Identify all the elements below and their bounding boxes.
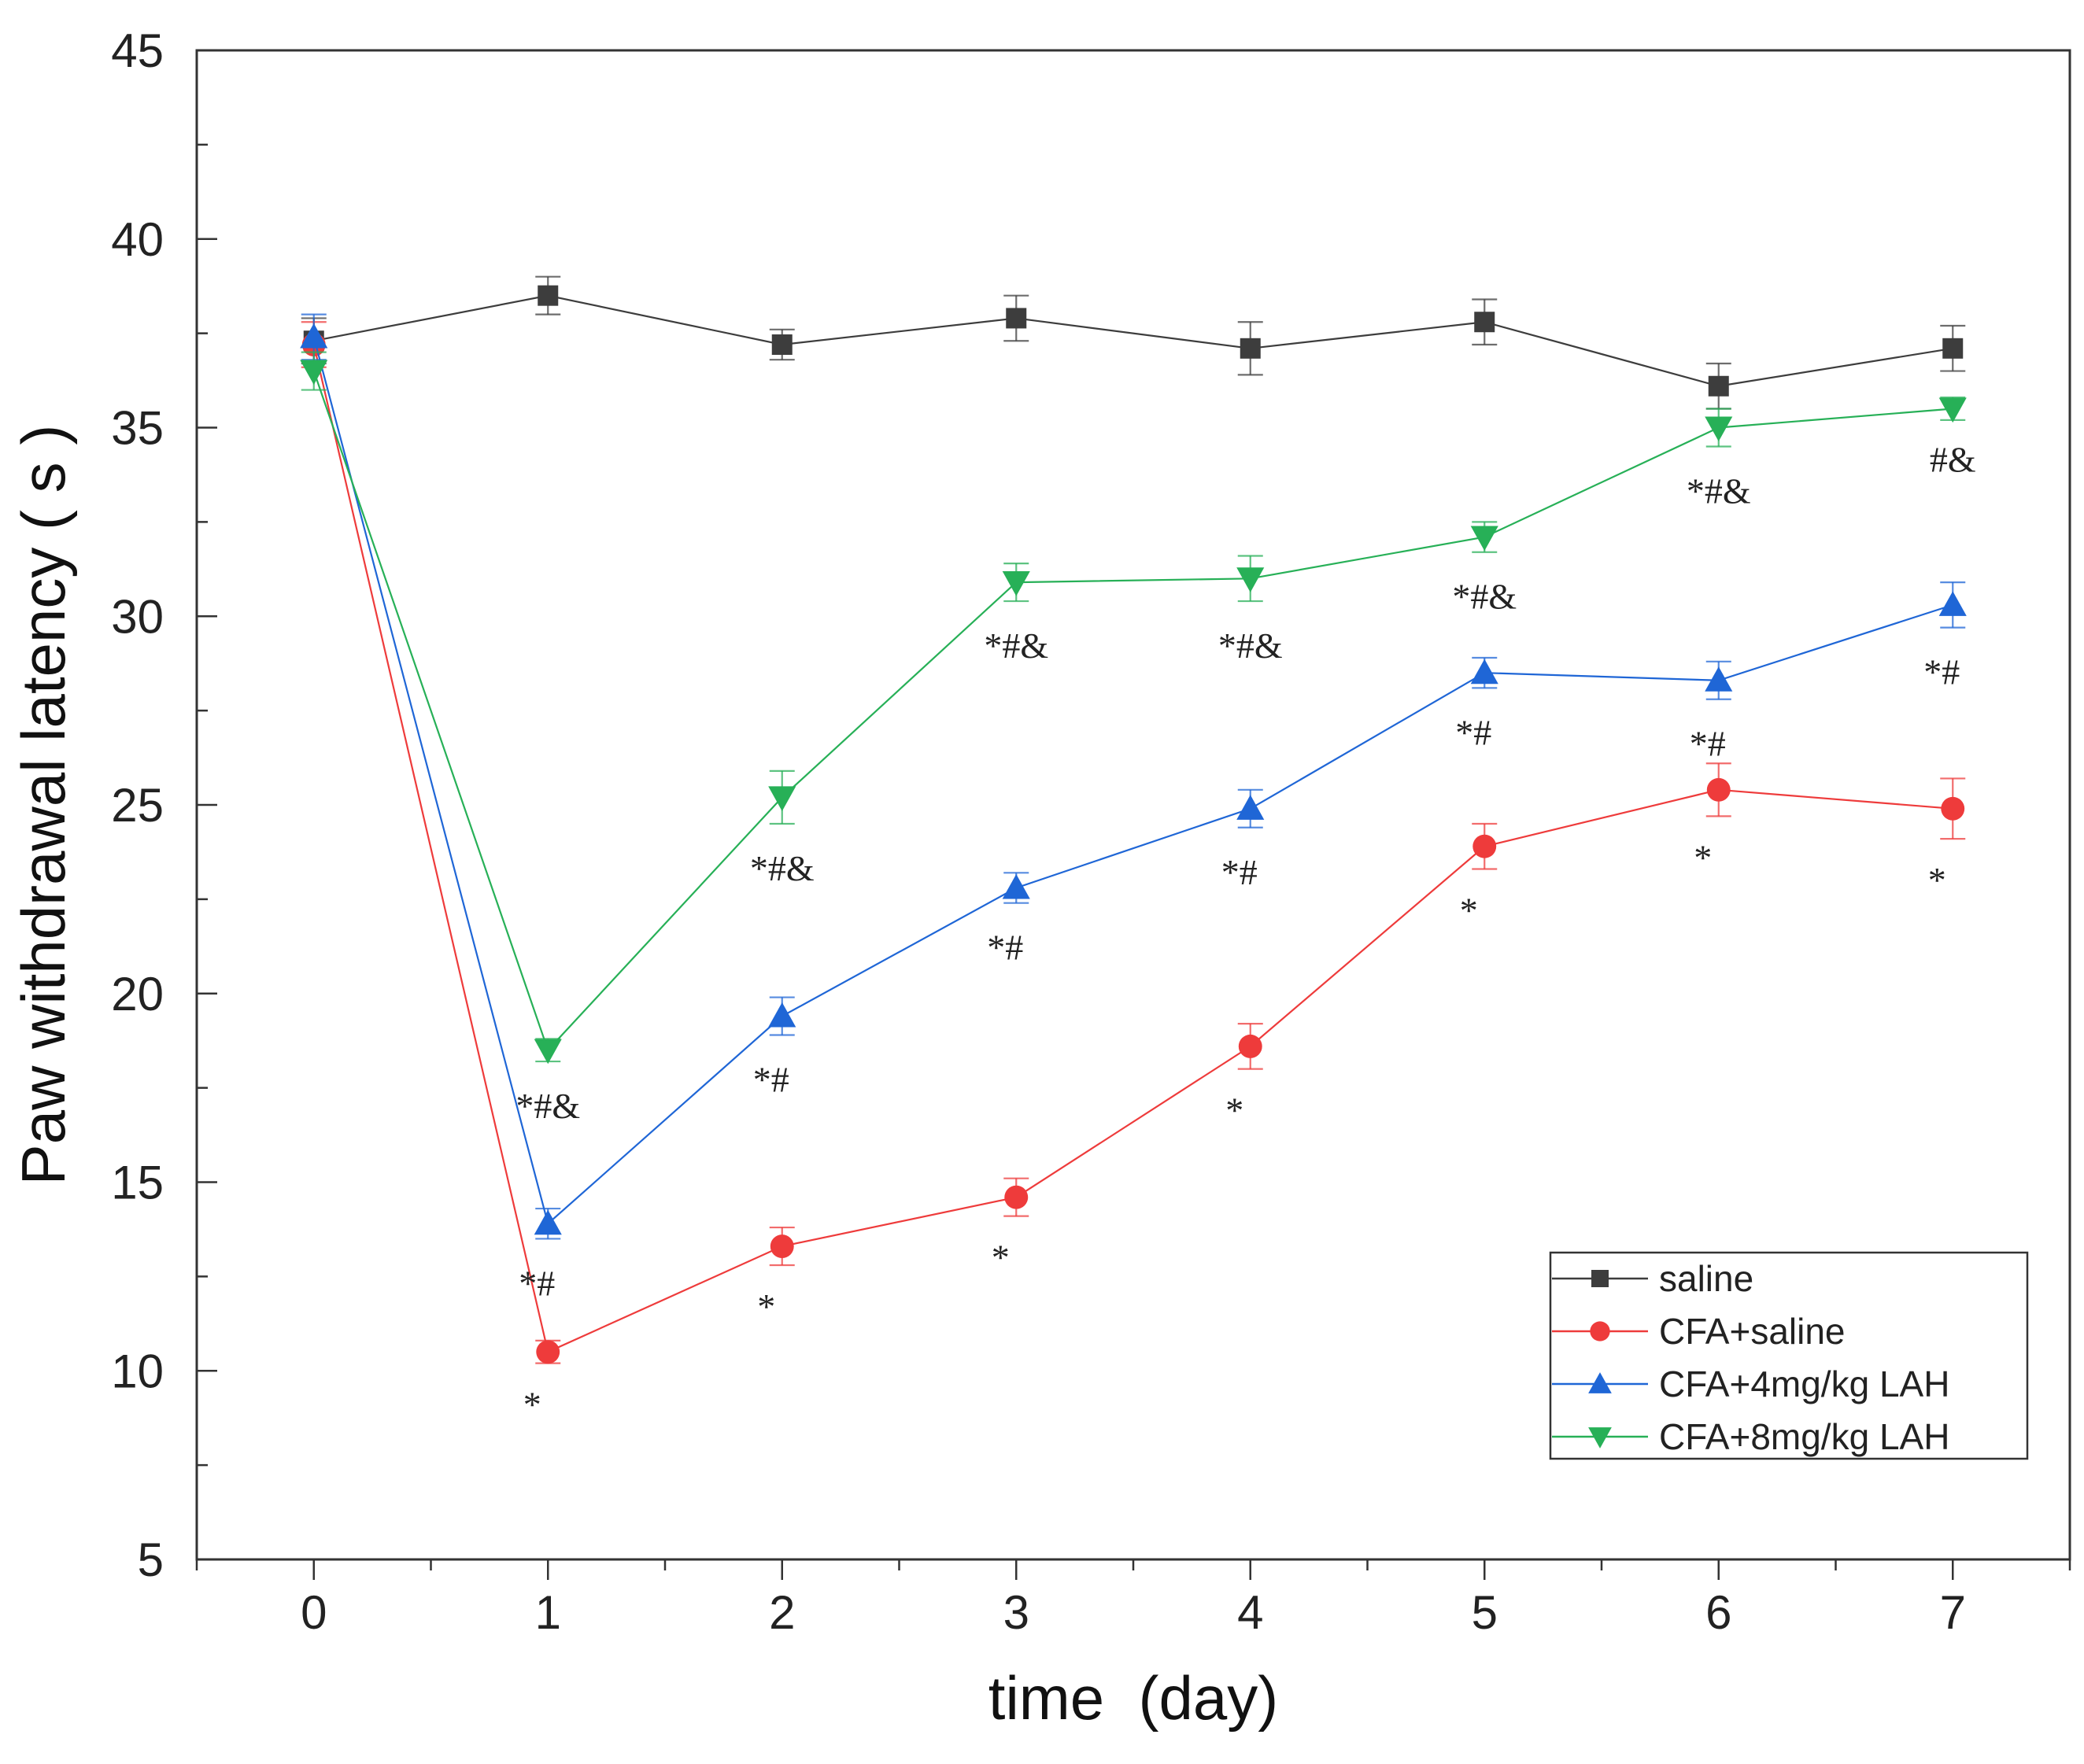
legend-marker bbox=[1588, 1372, 1612, 1393]
data-point bbox=[1002, 571, 1030, 596]
x-tick-label: 6 bbox=[1705, 1586, 1731, 1639]
significance-annotation: *# bbox=[519, 1263, 555, 1303]
data-point bbox=[1470, 526, 1498, 552]
data-point bbox=[768, 786, 796, 811]
significance-annotation: *#& bbox=[750, 848, 815, 888]
data-point bbox=[1236, 795, 1265, 820]
series-3 bbox=[300, 351, 1967, 1065]
series-line bbox=[312, 371, 1953, 1052]
significance-annotation: * bbox=[992, 1238, 1010, 1278]
series-line bbox=[312, 344, 1953, 1353]
significance-annotation: *# bbox=[987, 928, 1023, 968]
significance-annotation: * bbox=[1928, 860, 1946, 900]
x-tick-label: 5 bbox=[1472, 1586, 1498, 1639]
data-point bbox=[1941, 796, 1965, 821]
significance-annotation: * bbox=[1225, 1091, 1243, 1131]
series-line bbox=[312, 337, 1953, 1226]
data-point bbox=[770, 1234, 794, 1258]
data-point bbox=[300, 323, 328, 349]
significance-annotation: * bbox=[1694, 837, 1712, 877]
data-point bbox=[534, 1039, 562, 1065]
significance-annotation: * bbox=[1460, 891, 1478, 931]
y-tick-label: 35 bbox=[111, 402, 164, 455]
data-point bbox=[1002, 873, 1030, 899]
legend-entry: CFA+4mg/kg LAH bbox=[1552, 1364, 1949, 1404]
y-tick-label: 40 bbox=[111, 213, 164, 266]
data-point bbox=[536, 1340, 560, 1364]
data-point bbox=[1705, 416, 1733, 442]
significance-annotation: *#& bbox=[984, 626, 1048, 666]
significance-annotation: *# bbox=[1923, 652, 1960, 692]
data-point bbox=[1472, 834, 1497, 858]
x-axis-title: time (day) bbox=[988, 1663, 1278, 1733]
legend-label: saline bbox=[1659, 1258, 1753, 1299]
legend-box bbox=[1549, 1251, 2029, 1460]
data-point bbox=[534, 1209, 562, 1235]
significance-annotation: * bbox=[757, 1286, 775, 1327]
significance-annotation: *# bbox=[753, 1059, 789, 1099]
legend-marker bbox=[1590, 1321, 1610, 1341]
data-point bbox=[1004, 1185, 1029, 1209]
legend-entry: CFA+saline bbox=[1552, 1311, 1846, 1352]
data-point bbox=[1706, 777, 1731, 802]
data-point bbox=[1938, 591, 1967, 616]
series-1 bbox=[301, 321, 1966, 1364]
significance-annotation: * bbox=[523, 1385, 541, 1425]
legend-label: CFA+8mg/kg LAH bbox=[1659, 1416, 1949, 1457]
x-tick-label: 4 bbox=[1237, 1586, 1263, 1639]
legend-marker bbox=[1588, 1427, 1612, 1448]
legend-marker bbox=[1591, 1270, 1609, 1287]
x-tick-label: 0 bbox=[301, 1586, 327, 1639]
y-tick-label: 15 bbox=[111, 1157, 164, 1209]
data-point bbox=[768, 1002, 796, 1028]
data-point bbox=[1236, 567, 1265, 592]
legend-label: CFA+4mg/kg LAH bbox=[1659, 1364, 1949, 1404]
series-layer bbox=[300, 275, 1967, 1364]
significance-annotation: *#& bbox=[1687, 471, 1751, 511]
data-point bbox=[1006, 308, 1027, 329]
data-point bbox=[1705, 666, 1733, 692]
legend: saline CFA+saline CFA+4mg/kg LAH CFA+8mg/kg… bbox=[1549, 1251, 2029, 1460]
significance-annotation: *# bbox=[1221, 852, 1258, 892]
x-tick-label: 1 bbox=[535, 1586, 561, 1639]
data-point bbox=[300, 360, 328, 386]
y-tick-label: 20 bbox=[111, 968, 164, 1020]
significance-annotation: *#& bbox=[1218, 626, 1283, 666]
x-tick-label: 7 bbox=[1940, 1586, 1966, 1639]
legend-entry: CFA+8mg/kg LAH bbox=[1552, 1416, 1949, 1457]
annotation-layer: * * * * * * * *# *# *# *# *# *# *# *#& *#& *#& *#& *#& *#& #… bbox=[515, 440, 1975, 1425]
series-line bbox=[313, 294, 1953, 387]
data-point bbox=[1240, 338, 1261, 359]
significance-annotation: *# bbox=[1690, 724, 1726, 764]
y-tick-label: 10 bbox=[111, 1345, 164, 1397]
data-point bbox=[1938, 397, 1967, 423]
y-axis-title: Paw withdrawal latency ( s ) bbox=[9, 425, 78, 1186]
series-2 bbox=[300, 313, 1967, 1240]
significance-annotation: *#& bbox=[1452, 577, 1517, 617]
x-tick-label: 3 bbox=[1003, 1586, 1029, 1639]
data-point bbox=[1474, 312, 1495, 333]
x-tick-label: 2 bbox=[769, 1586, 795, 1639]
y-tick-label: 25 bbox=[111, 779, 164, 832]
significance-annotation: *# bbox=[1455, 712, 1491, 752]
legend-entry: saline bbox=[1552, 1258, 1753, 1299]
series-0 bbox=[301, 275, 1966, 410]
data-point bbox=[1942, 338, 1964, 359]
data-point bbox=[771, 334, 793, 356]
data-point bbox=[1470, 659, 1498, 685]
y-tick-label: 30 bbox=[111, 590, 164, 643]
data-point bbox=[1238, 1034, 1262, 1058]
legend-label: CFA+saline bbox=[1659, 1311, 1846, 1352]
y-axis: 5 10 15 20 25 30 35 40 45 bbox=[111, 24, 217, 1586]
x-axis: 0 1 2 3 4 5 6 7 bbox=[195, 1559, 2071, 1639]
significance-annotation: #& bbox=[1930, 440, 1976, 480]
y-tick-label: 5 bbox=[138, 1533, 164, 1586]
significance-annotation: *#& bbox=[515, 1086, 580, 1126]
data-point bbox=[538, 285, 559, 306]
y-tick-label: 45 bbox=[111, 24, 164, 77]
data-point bbox=[1708, 375, 1729, 397]
